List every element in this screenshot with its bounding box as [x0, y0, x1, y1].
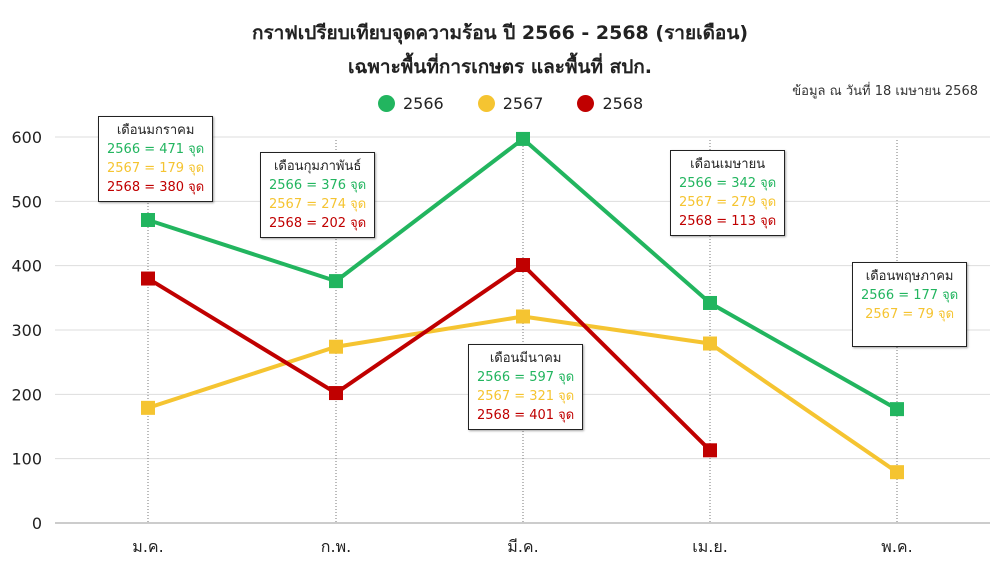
- legend-marker-2568: [577, 95, 595, 112]
- legend-label-2567: 2567: [502, 94, 544, 113]
- y-tick-label-0: 0: [32, 514, 42, 533]
- data-point-2566-0: [141, 212, 155, 227]
- data-point-2568-1: [329, 386, 343, 401]
- data-date-note: ข้อมูล ณ วันที่ 18 เมษายน 2568: [792, 84, 978, 99]
- callout-may-2567: 2567 = 79 จุด: [865, 307, 955, 322]
- data-point-2567-1: [329, 339, 343, 354]
- series-line-2568: [146, 263, 712, 452]
- chart-title: กราฟเปรียบเทียบจุดความร้อน ปี 2566 - 256…: [251, 22, 749, 44]
- callout-march-2568: 2568 = 401 จุด: [477, 408, 575, 423]
- y-tick-label-500: 500: [11, 192, 42, 211]
- callout-february-2566: 2566 = 376 จุด: [269, 178, 367, 193]
- callout-may: เดือนพฤษภาคม 2566 = 177 จุด 2567 = 79 จุ…: [852, 262, 968, 347]
- x-tick-label-4: พ.ค.: [881, 537, 912, 556]
- callout-march-title: เดือนมีนาคม: [489, 351, 562, 366]
- callout-january-title: เดือนมกราคม: [116, 123, 195, 138]
- legend-label-2568: 2568: [602, 94, 644, 113]
- legend-item-2567: 2567: [477, 94, 544, 113]
- legend-label-2566: 2566: [403, 94, 444, 113]
- data-point-2567-3: [703, 336, 717, 351]
- y-tick-label-100: 100: [11, 450, 42, 469]
- legend-item-2568: 2568: [577, 94, 643, 113]
- callout-april-2567: 2567 = 279 จุด: [679, 195, 777, 210]
- x-tick-label-3: เม.ย.: [692, 537, 728, 556]
- x-tick-label-0: ม.ค.: [132, 537, 163, 556]
- legend-marker-2567: [477, 95, 495, 112]
- callout-march: เดือนมีนาคม 2566 = 597 จุด 2567 = 321 จุ…: [468, 344, 584, 430]
- data-point-2567-4: [890, 465, 904, 480]
- callout-april: เดือนเมษายน 2566 = 342 จุด 2567 = 279 จุ…: [670, 150, 786, 236]
- callout-march-2567: 2567 = 321 จุด: [477, 389, 575, 404]
- y-tick-label-300: 300: [11, 321, 42, 340]
- data-point-2568-0: [141, 271, 155, 286]
- x-tick-label-2: มี.ค.: [507, 537, 538, 556]
- chart-subtitle: เฉพาะพื้นที่การเกษตร และพื้นที่ สปก.: [347, 56, 653, 78]
- callout-january: เดือนมกราคม 2566 = 471 จุด 2567 = 179 จุ…: [98, 116, 214, 202]
- callout-april-2568: 2568 = 113 จุด: [679, 214, 777, 229]
- data-point-2566-4: [890, 402, 904, 417]
- legend-marker-2566: [378, 95, 395, 112]
- y-tick-label-400: 400: [11, 257, 42, 276]
- data-point-2566-3: [703, 295, 717, 310]
- legend-item-2566: 2566: [378, 94, 444, 113]
- callout-may-2566: 2566 = 177 จุด: [861, 288, 959, 303]
- legend: 2566 2567 2568: [378, 94, 643, 113]
- x-tick-label-1: ก.พ.: [321, 537, 351, 556]
- data-point-2566-2: [516, 131, 530, 146]
- data-point-2568-2: [516, 258, 530, 273]
- data-point-2566-1: [329, 274, 343, 289]
- data-point-2567-0: [141, 400, 155, 415]
- callout-april-2566: 2566 = 342 จุด: [679, 176, 777, 191]
- callout-april-title: เดือนเมษายน: [690, 157, 766, 172]
- data-point-2568-3: [703, 443, 717, 458]
- data-point-2567-2: [516, 309, 530, 324]
- callout-february-2567: 2567 = 274 จุด: [269, 197, 367, 212]
- callout-february-title: เดือนกุมภาพันธ์: [273, 159, 362, 174]
- callout-february-2568: 2568 = 202 จุด: [269, 216, 367, 231]
- callout-may-title: เดือนพฤษภาคม: [865, 269, 954, 284]
- callout-january-2567: 2567 = 179 จุด: [107, 161, 205, 176]
- callout-february: เดือนกุมภาพันธ์ 2566 = 376 จุด 2567 = 27…: [260, 152, 376, 238]
- y-tick-label-200: 200: [11, 385, 42, 404]
- callout-january-2568: 2568 = 380 จุด: [107, 180, 205, 195]
- callout-march-2566: 2566 = 597 จุด: [477, 370, 575, 385]
- y-tick-label-600: 600: [11, 128, 42, 147]
- callout-january-2566: 2566 = 471 จุด: [107, 142, 205, 157]
